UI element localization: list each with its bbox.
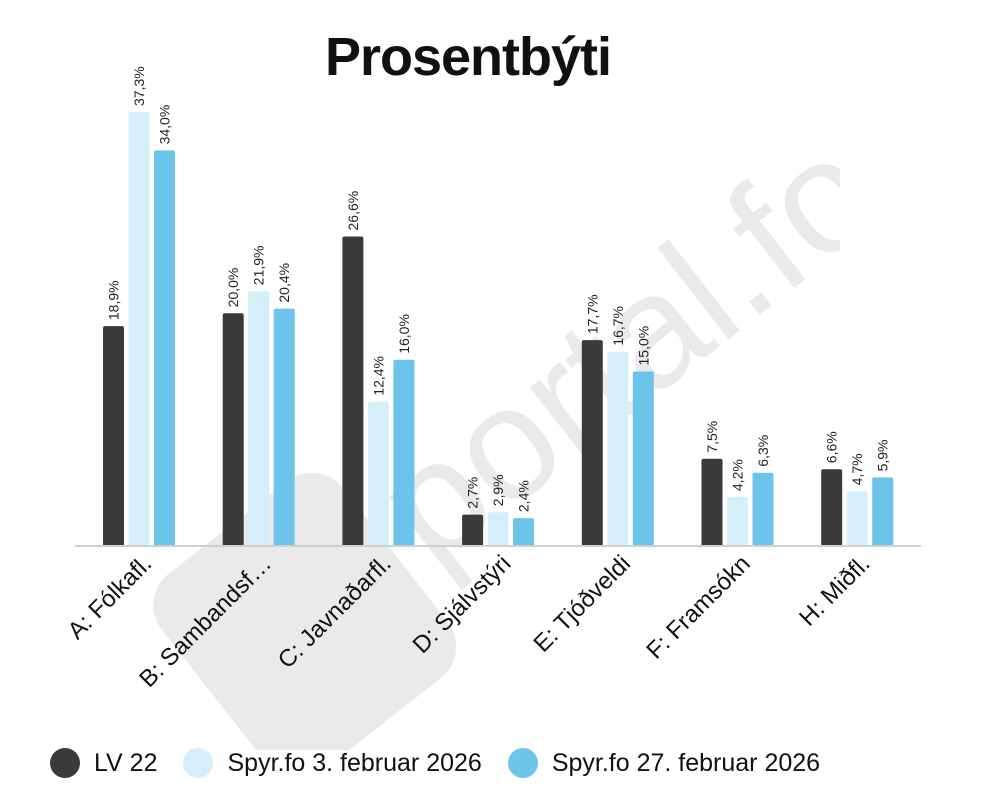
bar-0-1 — [128, 112, 150, 546]
bar-5-0 — [701, 458, 723, 546]
bar-4-2 — [632, 371, 654, 546]
data-label-2-1: 12,4% — [370, 356, 386, 396]
data-label-3-0: 2,7% — [465, 477, 481, 509]
data-label-2-2: 16,0% — [396, 314, 412, 354]
data-label-1-2: 20,4% — [276, 263, 292, 303]
bar-1-0 — [222, 313, 244, 546]
data-label-3-2: 2,4% — [516, 480, 532, 512]
x-tick-label-3: D: Sjálvstýri — [408, 550, 517, 659]
data-label-1-1: 21,9% — [251, 245, 267, 285]
bar-5-2 — [752, 472, 774, 546]
bar-chart: 18,9% 37,3% 34,0% 20,0% 21,9% 20,4% 26,6% 12,4%… — [63, 66, 921, 693]
x-tick-label-1: B: Sambandsf… — [134, 550, 277, 693]
bar-6-1 — [846, 491, 868, 546]
data-label-3-1: 2,9% — [490, 474, 506, 506]
legend-swatch-1 — [183, 748, 214, 778]
data-label-0-0: 18,9% — [106, 280, 122, 320]
data-label-0-1: 37,3% — [131, 66, 147, 106]
data-label-6-0: 6,6% — [824, 431, 840, 463]
bar-2-1 — [367, 401, 389, 546]
x-tick-label-4: E: Tjóðveldi — [529, 550, 636, 657]
legend-label-2: Spyr.fo 27. februar 2026 — [551, 748, 821, 777]
data-label-4-0: 17,7% — [584, 294, 600, 334]
chart-title: Prosentbýti — [324, 27, 612, 87]
legend-item-1: Spyr.fo 3. februar 2026 — [183, 748, 482, 778]
bar-2-0 — [342, 236, 364, 546]
data-label-6-1: 4,7% — [849, 453, 865, 485]
x-tick-label-0: A: Fólkafl. — [63, 550, 158, 645]
x-tick-label-6: H: Miðfl. — [794, 550, 875, 631]
bar-6-0 — [821, 469, 843, 546]
bar-5-1 — [727, 497, 748, 546]
data-label-5-2: 6,3% — [755, 435, 771, 467]
legend-item-2: Spyr.fo 27. februar 2026 — [507, 748, 821, 778]
legend-swatch-2 — [507, 748, 538, 778]
legend-label-1: Spyr.fo 3. februar 2026 — [227, 748, 482, 777]
legend-label-0: LV 22 — [94, 748, 158, 777]
data-label-4-2: 15,0% — [635, 326, 651, 366]
bar-4-0 — [581, 340, 603, 546]
x-tick-label-2: C: Javnaðarfl. — [273, 550, 397, 674]
data-label-4-1: 16,7% — [610, 306, 626, 346]
data-label-2-0: 26,6% — [345, 191, 361, 231]
bar-1-1 — [248, 291, 270, 546]
data-label-6-2: 5,9% — [875, 439, 891, 471]
x-tick-label-5: F: Framsókn — [641, 550, 755, 664]
bar-0-0 — [103, 326, 124, 546]
bar-3-0 — [462, 514, 484, 546]
bar-6-2 — [872, 477, 894, 546]
bar-4-1 — [607, 351, 629, 546]
legend-item-0: LV 22 — [50, 748, 157, 778]
bar-2-2 — [393, 359, 415, 546]
bar-3-2 — [513, 518, 535, 546]
data-label-1-0: 20,0% — [225, 268, 241, 308]
legend-swatch-0 — [50, 748, 80, 778]
data-label-5-1: 4,2% — [730, 459, 746, 491]
data-label-0-2: 34,0% — [157, 105, 173, 145]
bar-3-1 — [487, 512, 509, 546]
data-label-5-0: 7,5% — [704, 421, 720, 453]
legend: LV 22 Spyr.fo 3. februar 2026 Spyr.fo 27. … — [50, 748, 820, 778]
bar-0-2 — [154, 150, 175, 546]
bar-1-2 — [273, 308, 295, 546]
